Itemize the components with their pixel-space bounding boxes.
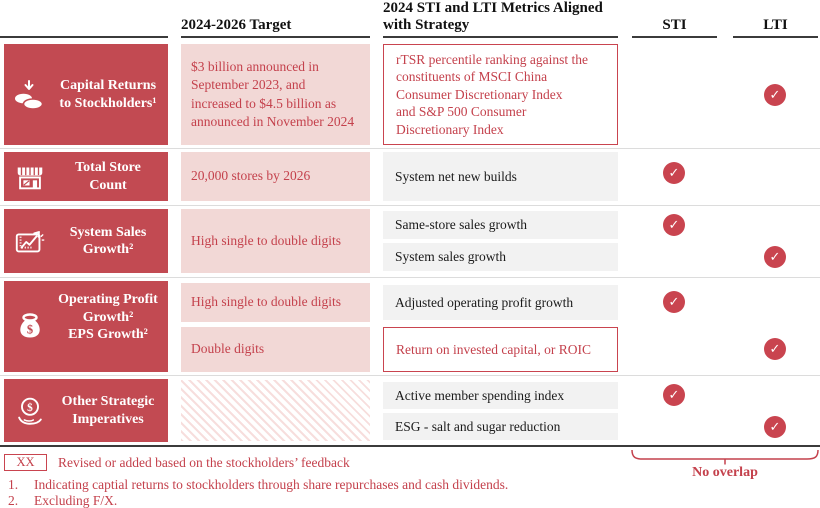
metric-rtsr: rTSR percentile ranking against the cons… [383,44,618,145]
sti-check: ✓ [663,214,685,236]
row-separator [0,148,820,149]
header-rule-lti [733,36,818,38]
sti-check: ✓ [663,162,685,184]
row-label: Total Store Count [75,160,141,193]
row-header-other-strategic: $ Other Strategic Imperatives [4,379,168,442]
row-separator [0,277,820,278]
coins-arrow-down-icon [4,77,56,113]
lti-check: ✓ [764,416,786,438]
lti-column-header: LTI [763,17,788,33]
metric-net-new-builds: System net new builds [383,152,618,201]
row-header-total-store-count: Total Store Count [4,152,168,201]
header-rule-left [0,36,168,38]
footnote-2: 2. Excluding F/X. [4,493,704,508]
svg-text:$: $ [27,322,33,336]
row-labels: Operating Profit Growth² EPS Growth² [56,281,168,372]
svg-text:$: $ [27,402,33,414]
hand-dollar-icon: $ [4,394,56,428]
sti-check: ✓ [663,384,685,406]
footnote-text: Excluding F/X. [34,493,118,508]
row-label: Capital Returns to Stockholders¹ [59,78,157,111]
storefront-icon [4,160,56,194]
header-rule-metrics [383,36,618,38]
no-overlap-label: No overlap [692,465,758,480]
target-operating-profit: High single to double digits [181,283,370,322]
sti-check: ✓ [663,291,685,313]
target-other-strategic-striped [181,380,370,441]
header-rule-target [181,36,370,38]
metric-active-member-spending: Active member spending index [383,382,618,409]
row-separator [0,205,820,206]
legend-box-label: XX [16,455,35,469]
legend-xx-box: XX [4,454,47,471]
footnote-text: Indicating captial returns to stockholde… [34,477,509,492]
metric-system-sales-growth: System sales growth [383,243,618,271]
no-overlap-brace [631,449,819,465]
money-bag-icon: $ [4,309,56,345]
legend-text: Revised or added based on the stockholde… [58,455,350,470]
header-rule-sti [632,36,717,38]
lti-check: ✓ [764,84,786,106]
footnote-number: 1. [8,477,19,492]
row-label: Other Strategic Imperatives [61,394,155,427]
footnote-number: 2. [8,493,19,508]
footnote-1: 1. Indicating captial returns to stockho… [4,477,704,493]
target-system-sales: High single to double digits [181,209,370,273]
target-eps: Double digits [181,327,370,372]
target-column-header: 2024-2026 Target [181,17,292,33]
row-header-capital-returns: Capital Returns to Stockholders¹ [4,44,168,145]
row-header-system-sales-growth: System Sales Growth² [4,209,168,273]
row-label: Operating Profit Growth² [58,292,158,325]
metric-esg: ESG - salt and sugar reduction [383,413,618,440]
target-store-count: 20,000 stores by 2026 [181,152,370,201]
growth-chart-icon [4,224,56,258]
target-capital-returns: $3 billion announced in September 2023, … [181,44,370,145]
metrics-column-header: 2024 STI and LTI Metrics Aligned with St… [383,0,603,34]
lti-check: ✓ [764,338,786,360]
lti-check: ✓ [764,246,786,268]
table-bottom-rule [0,445,820,447]
row-header-operating-profit-eps: $ Operating Profit Growth² EPS Growth² [4,281,168,372]
metric-adjusted-operating-profit: Adjusted operating profit growth [383,285,618,320]
metric-same-store-sales: Same-store sales growth [383,211,618,239]
row-label: System Sales Growth² [69,224,147,258]
sti-column-header: STI [662,17,687,33]
row-label: EPS Growth² [68,327,148,342]
metric-roic: Return on invested capital, or ROIC [383,327,618,372]
row-separator [0,375,820,376]
